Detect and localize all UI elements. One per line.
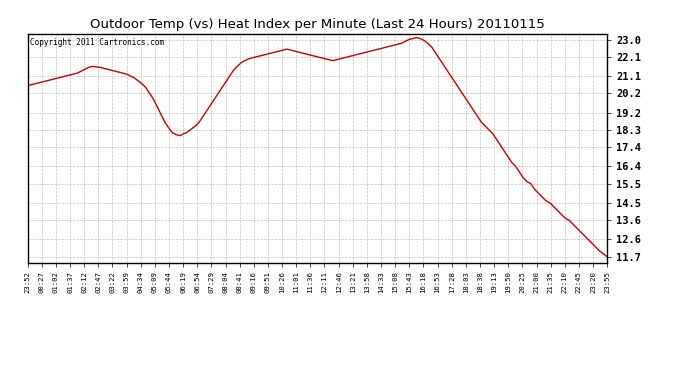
Text: Copyright 2011 Cartronics.com: Copyright 2011 Cartronics.com <box>30 38 165 47</box>
Title: Outdoor Temp (vs) Heat Index per Minute (Last 24 Hours) 20110115: Outdoor Temp (vs) Heat Index per Minute … <box>90 18 545 31</box>
